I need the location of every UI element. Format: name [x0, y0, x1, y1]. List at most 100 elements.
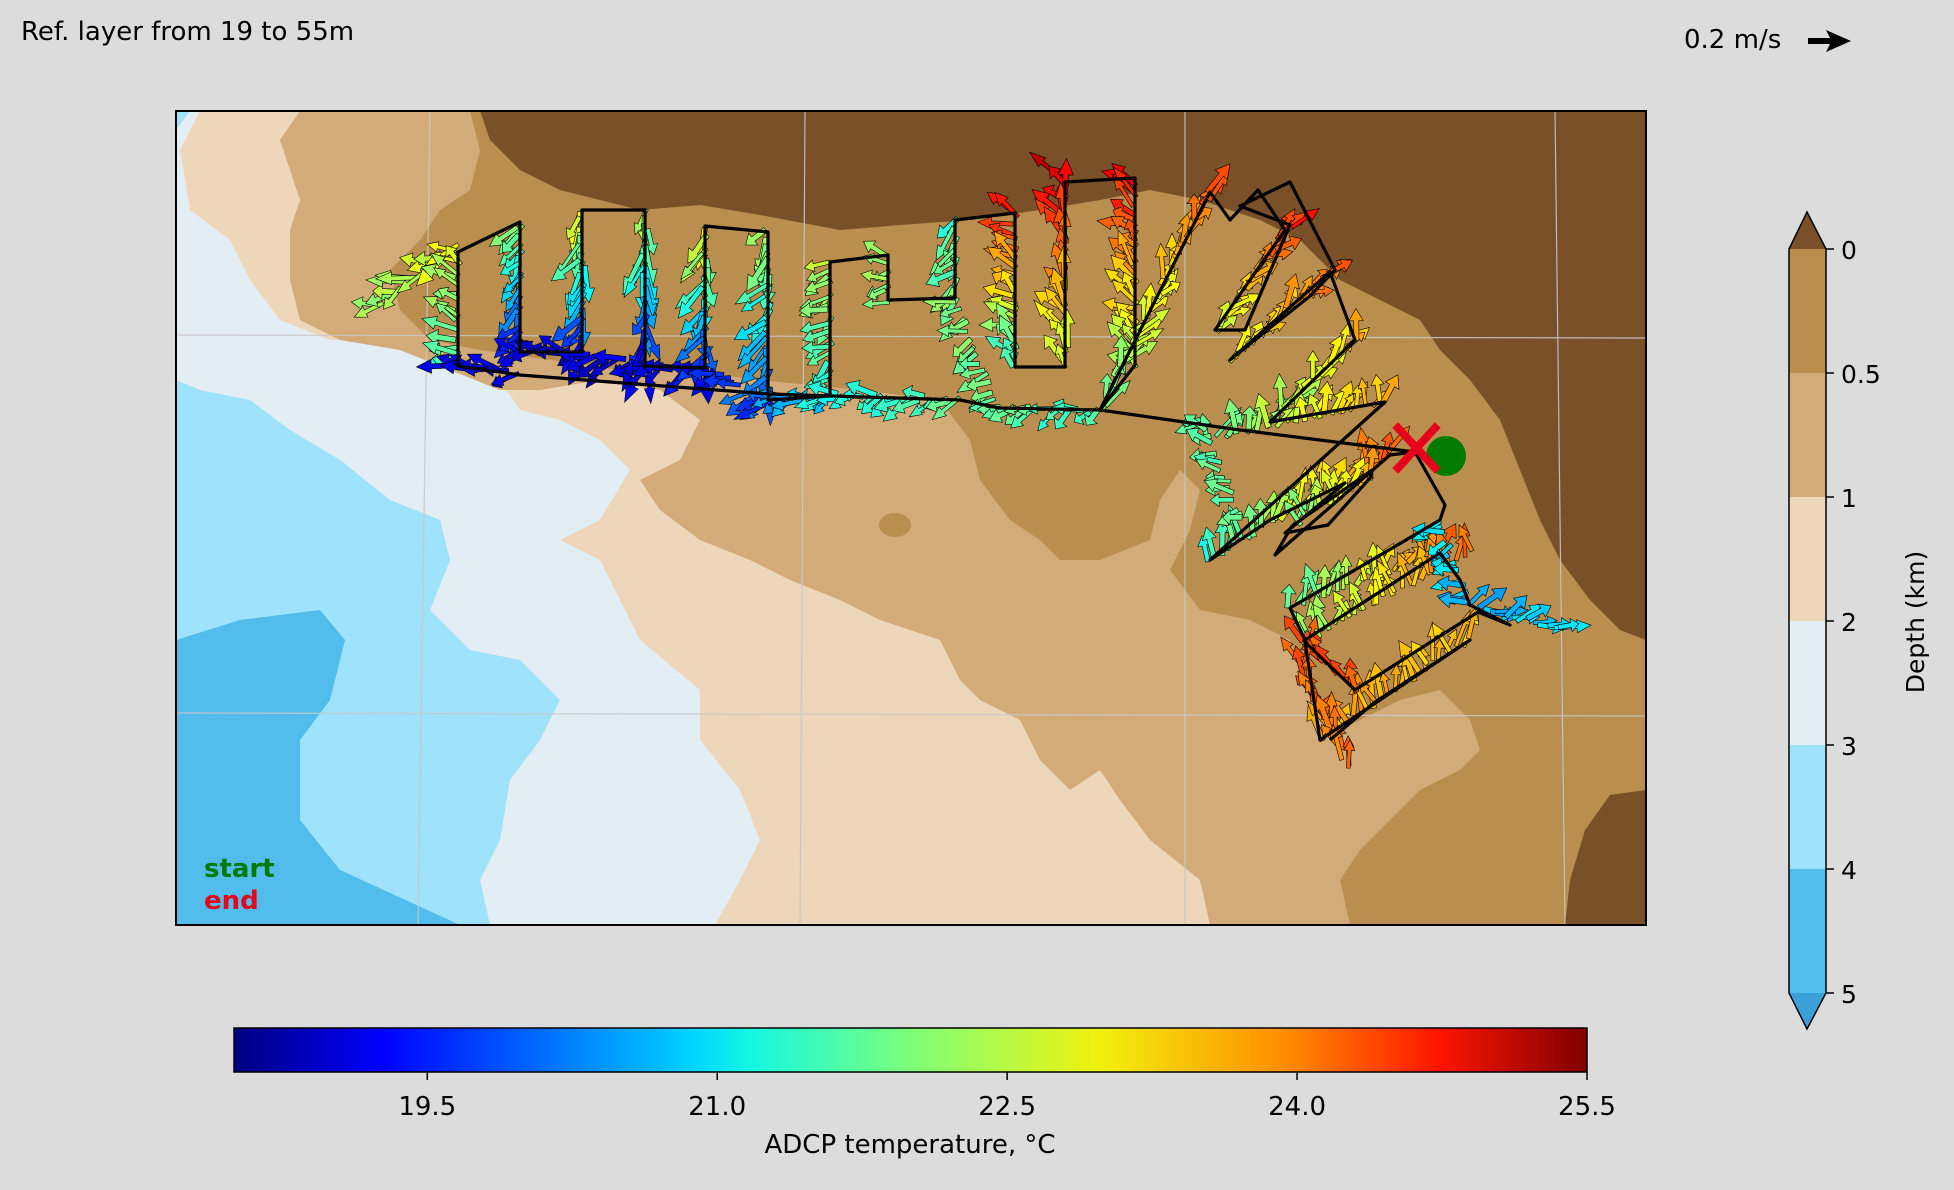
current-vector-arrow: [1112, 174, 1135, 208]
depth-tick-label: 5: [1841, 980, 1857, 1009]
current-vector-arrow: [1159, 280, 1181, 297]
current-vector-arrow: [1351, 384, 1364, 408]
current-vector-arrow: [591, 348, 627, 365]
current-vector-arrow: [715, 376, 742, 390]
depth-band-4-5: [1789, 869, 1826, 993]
current-vector-arrow: [737, 335, 769, 370]
current-vector-arrow: [799, 320, 831, 335]
depth-band-2-3: [1789, 621, 1826, 745]
current-vector-arrow: [1287, 485, 1308, 518]
current-vector-arrow: [936, 324, 968, 337]
current-vector-arrow: [952, 336, 974, 358]
depth-band-0.5-1: [1789, 373, 1826, 497]
current-vector-arrow: [1338, 469, 1354, 492]
current-vector-arrow: [986, 246, 1019, 271]
depth-tick-label: 3: [1841, 732, 1857, 761]
current-vector-arrow: [966, 376, 992, 393]
graticule: [176, 111, 1646, 925]
current-vector-arrow: [999, 347, 1016, 369]
current-vector-arrow: [1185, 427, 1214, 446]
temperature-colorbar-ticks: 19.5 21.0 22.5 24.0 25.5: [398, 1072, 1616, 1122]
current-vector-arrow: [1084, 406, 1102, 426]
current-vector-arrow: [933, 259, 955, 275]
depth-band-1-2: [1789, 497, 1826, 621]
temperature-colorbar-label: ADCP temperature, °C: [764, 1130, 1055, 1160]
current-vector-arrow: [959, 366, 986, 380]
current-vector-arrow: [1222, 508, 1243, 526]
current-vector-arrow: [1438, 591, 1470, 609]
current-vector-arrow: [982, 282, 1014, 299]
current-vector-arrow: [1203, 478, 1235, 496]
current-vector-arrow: [550, 257, 582, 282]
current-vector-arrow: [1431, 621, 1454, 655]
current-vector-arrow: [1557, 617, 1580, 633]
temperature-colorbar-gradient: [233, 1027, 1588, 1073]
current-vector-arrow: [435, 302, 458, 323]
current-vector-arrow: [1280, 583, 1297, 609]
current-vector-arrow: [1204, 163, 1231, 195]
depth-colorbar: 0 0.5 1 2 3 4 5 Depth (km): [1788, 210, 1930, 1031]
vector-scale: 0.2 m/s: [1684, 25, 1851, 55]
current-vector-arrow: [1458, 524, 1475, 553]
current-vector-arrow: [740, 293, 767, 312]
current-vector-arrow: [1240, 405, 1258, 430]
current-vector-arrow: [925, 269, 956, 288]
current-vector-arrow: [1099, 373, 1115, 399]
current-vector-arrow: [433, 267, 460, 287]
current-vector-arrow: [1112, 335, 1130, 368]
land-region-southeast: [1565, 790, 1646, 925]
vector-scale-arrow: [1808, 30, 1851, 52]
depth-tick-label: 0.5: [1841, 360, 1881, 389]
current-vector-arrow: [565, 215, 583, 240]
current-vector-arrow: [1117, 229, 1135, 267]
depth-tick-label: 4: [1841, 856, 1857, 885]
current-vector-arrow: [1142, 282, 1158, 320]
current-vector-arrow: [976, 216, 1014, 230]
current-vector-arrow: [1379, 374, 1400, 405]
vector-scale-label: 0.2 m/s: [1684, 25, 1781, 55]
current-vector-arrow: [1397, 551, 1414, 587]
current-vector-arrow: [1370, 374, 1385, 402]
legend-end: end: [204, 886, 259, 916]
current-vector-arrow: [1224, 398, 1241, 435]
current-vector-arrow: [1309, 484, 1325, 506]
current-vector-arrow: [1338, 322, 1351, 356]
current-vector-arrow: [493, 337, 520, 354]
current-vector-arrow: [1010, 406, 1035, 429]
current-vector-arrow: [1073, 409, 1092, 425]
temperature-tick-label: 19.5: [398, 1092, 456, 1122]
current-vector-arrow: [939, 306, 963, 319]
depth-colorbar-label: Depth (km): [1901, 551, 1930, 693]
current-vector-arrow: [1053, 408, 1072, 430]
temperature-tick-label: 24.0: [1268, 1092, 1326, 1122]
current-vector-arrow: [1271, 486, 1290, 522]
current-vector-arrow: [802, 328, 831, 344]
temperature-tick-label: 21.0: [688, 1092, 746, 1122]
current-vector-arrow: [425, 328, 457, 346]
current-vector-arrow: [704, 346, 719, 373]
current-vector-arrow: [642, 321, 661, 362]
current-vector-arrow: [1357, 377, 1369, 406]
current-vector-arrow: [421, 316, 459, 333]
depth-colorbar-extend-bottom: [1789, 993, 1826, 1029]
current-vector-arrow: [1282, 273, 1300, 310]
current-vector-arrow: [1186, 193, 1203, 220]
current-vector-arrow: [1195, 458, 1222, 474]
current-vector-arrow: [1050, 267, 1068, 308]
end-marker: [1392, 422, 1441, 474]
ship-track: [456, 176, 1512, 742]
current-vector-arrow: [733, 319, 768, 341]
current-vector-arrow: [1000, 269, 1017, 294]
current-vector-arrow: [576, 356, 605, 378]
depth-tick-label: 1: [1841, 484, 1857, 513]
current-vector-arrow: [993, 230, 1018, 261]
current-vector-arrow: [437, 286, 461, 302]
current-vector-arrow: [860, 269, 889, 283]
depth-tick-label: 0: [1841, 236, 1857, 265]
current-vector-arrow: [1340, 554, 1353, 586]
current-vector-arrow: [718, 390, 749, 406]
current-vector-arrow: [868, 287, 887, 301]
current-vector-arrow: [798, 302, 829, 319]
current-vector-arrow: [1316, 564, 1333, 599]
